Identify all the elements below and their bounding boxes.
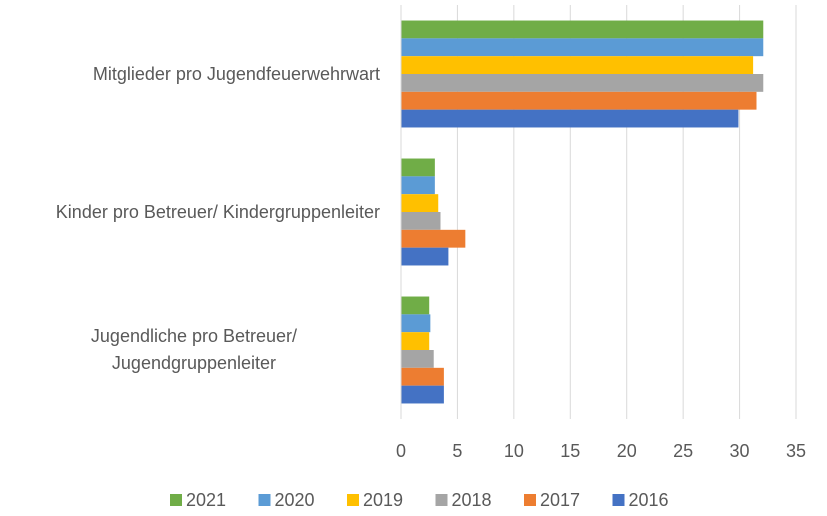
bar (401, 109, 739, 128)
legend-label: 2016 (629, 490, 669, 510)
bar (401, 296, 430, 315)
legend-swatch (435, 494, 448, 506)
bar (401, 314, 431, 333)
x-tick-label: 5 (452, 441, 462, 461)
bar (401, 176, 435, 195)
bar (401, 367, 444, 386)
bar (401, 247, 449, 266)
legend-label: 2021 (186, 490, 226, 510)
bar (401, 91, 757, 110)
bar (401, 194, 439, 212)
y-tick-label: Kinder pro Betreuer/ Kindergruppenleiter (55, 201, 380, 222)
legend-swatch (258, 494, 271, 506)
legend-label: 2017 (540, 490, 580, 510)
x-tick-label: 35 (786, 441, 806, 461)
y-tick-label: Jugendliche pro Betreuer/ Jugendgruppenl… (90, 326, 298, 373)
bar (401, 350, 434, 368)
bar (401, 74, 764, 92)
legend-swatch (524, 494, 536, 506)
bar (401, 56, 754, 74)
legend-swatch (347, 494, 359, 506)
x-tick-label: 15 (560, 441, 580, 461)
bar (401, 38, 764, 57)
legend-label: 2019 (363, 490, 403, 510)
bar (401, 158, 435, 177)
legend-label: 2020 (275, 490, 315, 510)
legend-swatch (612, 494, 625, 506)
x-tick-label: 10 (504, 441, 524, 461)
bar (401, 212, 441, 230)
bar (401, 229, 466, 248)
x-tick-label: 0 (396, 441, 406, 461)
legend-label: 2018 (452, 490, 492, 510)
x-tick-label: 30 (730, 441, 750, 461)
category-label-box: Mitglieder pro Jugendfeuerwehrwart (0, 5, 380, 143)
category-label-box: Jugendliche pro Betreuer/ Jugendgruppenl… (0, 281, 380, 419)
category-label-box: Kinder pro Betreuer/ Kindergruppenleiter (0, 143, 380, 281)
bar (401, 20, 764, 39)
legend-swatch (170, 494, 182, 506)
y-tick-label: Mitglieder pro Jugendfeuerwehrwart (92, 63, 380, 84)
x-tick-label: 25 (673, 441, 693, 461)
bar (401, 385, 444, 404)
bar (401, 332, 430, 350)
x-tick-label: 20 (617, 441, 637, 461)
